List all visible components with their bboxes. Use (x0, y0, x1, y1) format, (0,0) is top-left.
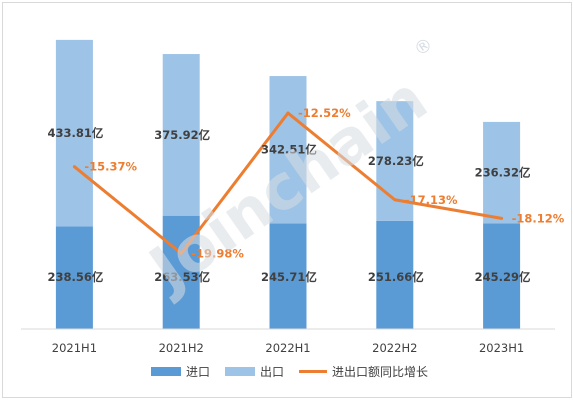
data-label-export-2023H1: 236.32亿 (475, 166, 531, 180)
data-label-import-2021H2: 263.53亿 (154, 270, 210, 284)
legend-label-import: 进口 (186, 365, 210, 379)
legend-swatch-import (151, 367, 181, 376)
data-label-import-2022H1: 245.71亿 (261, 270, 317, 284)
labels-layer: 238.56亿 433.81亿 263.53亿 375.92亿 245.71亿 342.5… (47, 106, 564, 284)
data-label-growth-2022H1: -12.52% (298, 106, 351, 120)
data-label-growth-2023H1: -18.12% (512, 211, 565, 225)
x-tick-2022H2: 2022H2 (372, 341, 417, 355)
data-label-export-2022H1: 342.51亿 (261, 143, 317, 157)
legend: 进口 出口 进出口额同比增长 (151, 365, 428, 379)
data-label-import-2022H2: 251.66亿 (368, 270, 424, 284)
data-label-growth-2021H1: -15.37% (84, 160, 137, 174)
data-label-import-2021H1: 238.56亿 (47, 270, 103, 284)
x-tick-2023H1: 2023H1 (479, 341, 524, 355)
watermark-mark: ® (410, 33, 437, 61)
data-label-growth-2022H2: -17.13% (405, 193, 458, 207)
bar-import-2021H1 (55, 226, 93, 329)
chart-canvas: 238.56亿 433.81亿 263.53亿 375.92亿 245.71亿 342.5… (21, 33, 565, 379)
growth-point-2022H2 (393, 198, 397, 202)
x-axis-ticks: 2021H1 2021H2 2022H1 2022H2 2023H1 (52, 341, 524, 355)
x-tick-2022H1: 2022H1 (265, 341, 310, 355)
x-tick-2021H2: 2021H2 (159, 341, 204, 355)
legend-label-growth: 进出口额同比增长 (332, 365, 428, 379)
bar-export-2021H2 (162, 54, 200, 216)
bar-export-2021H1 (55, 39, 93, 227)
growth-point-2023H1 (500, 216, 504, 220)
bar-export-2022H1 (269, 76, 307, 224)
bar-import-2022H2 (376, 220, 414, 329)
growth-point-2021H2 (179, 251, 183, 255)
data-label-import-2023H1: 245.29亿 (475, 270, 531, 284)
bar-export-2023H1 (483, 121, 521, 224)
growth-point-2022H1 (286, 111, 290, 115)
legend-label-export: 出口 (260, 365, 284, 379)
data-label-export-2021H2: 375.92亿 (154, 128, 210, 142)
bar-import-2022H1 (269, 223, 307, 329)
x-tick-2021H1: 2021H1 (52, 341, 97, 355)
data-label-export-2021H1: 433.81亿 (47, 126, 103, 140)
growth-point-2021H1 (72, 165, 76, 169)
data-label-export-2022H2: 278.23亿 (368, 154, 424, 168)
line-layer (72, 111, 504, 255)
data-label-growth-2021H2: -19.98% (191, 246, 244, 260)
bar-import-2023H1 (483, 223, 521, 329)
legend-swatch-export (225, 367, 255, 376)
bar-import-2021H2 (162, 215, 200, 329)
